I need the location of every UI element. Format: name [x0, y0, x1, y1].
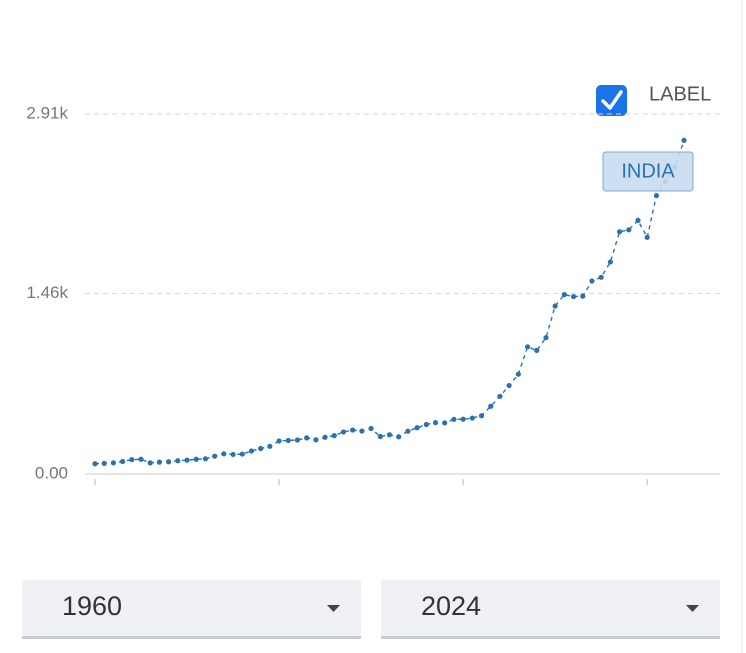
data-point: [626, 227, 632, 233]
data-point: [423, 421, 429, 428]
data-point: [212, 453, 218, 459]
data-point: [110, 460, 117, 466]
data-point: [202, 456, 209, 462]
data-point: [304, 435, 310, 441]
data-point: [221, 451, 227, 457]
checkbox[interactable]: [596, 85, 627, 116]
data-point: [386, 432, 393, 438]
data-point: [607, 259, 613, 265]
data-point: [580, 293, 586, 299]
data-point: [460, 416, 466, 422]
data-point: [92, 461, 98, 467]
data-point: [488, 403, 494, 409]
data-point: [653, 193, 659, 199]
data-point: [506, 382, 512, 389]
data-point: [524, 344, 531, 350]
data-point: [534, 347, 540, 354]
data-point: [561, 292, 567, 298]
end-year-dropdown[interactable]: 2024: [381, 580, 720, 639]
data-point: [258, 445, 264, 452]
data-point: [589, 278, 595, 284]
series-label-box: [602, 151, 694, 192]
series-line: [94, 140, 685, 465]
plot: 0.00 1.46k 2.91k INDIA: [26, 103, 720, 485]
data-point: [156, 459, 163, 465]
data-point: [598, 274, 604, 280]
dropdown-value[interactable]: 1960: [62, 591, 122, 621]
data-point: [340, 429, 347, 435]
dropdown-caret: [327, 605, 340, 612]
data-point: [570, 293, 577, 300]
data-point: [331, 433, 337, 439]
series-label: INDIA: [602, 151, 694, 192]
checkbox-label[interactable]: LABEL: [649, 83, 711, 105]
dropdown-value[interactable]: 2024: [421, 591, 481, 621]
data-point: [129, 457, 135, 463]
label-toggle[interactable]: LABEL: [596, 83, 711, 116]
data-point: [230, 451, 236, 458]
data-point: [120, 458, 126, 465]
data-point: [313, 437, 319, 443]
data-point: [193, 456, 199, 462]
start-year-dropdown[interactable]: 1960: [22, 580, 361, 639]
dropdown-caret: [686, 605, 699, 612]
data-point: [101, 460, 107, 466]
data-point: [147, 460, 153, 466]
data-point: [644, 234, 650, 240]
data-point: [616, 229, 623, 235]
data-point: [267, 443, 273, 449]
data-point: [478, 413, 485, 419]
data-point: [322, 434, 328, 440]
data-point: [405, 428, 411, 434]
data-point: [285, 437, 291, 444]
data-point: [681, 137, 687, 143]
y-tick-label: 1.46k: [26, 283, 68, 302]
data-point: [377, 433, 383, 440]
data-point: [469, 415, 475, 421]
data-point: [294, 437, 301, 443]
y-tick-label: 2.91k: [26, 103, 68, 122]
data-point: [497, 393, 503, 399]
data-point: [368, 425, 374, 432]
data-point: [414, 425, 420, 431]
data-point: [184, 457, 190, 463]
data-point: [175, 458, 181, 464]
data-point: [239, 451, 245, 457]
data-point: [396, 434, 402, 440]
y-tick-label: 0.00: [35, 463, 68, 482]
data-point: [248, 448, 255, 454]
dropdown-box[interactable]: [381, 580, 720, 636]
data-point: [515, 371, 521, 377]
dropdown-box[interactable]: [22, 580, 361, 636]
data-point: [359, 428, 365, 434]
data-point: [451, 416, 457, 422]
data-point: [442, 420, 448, 426]
series-label-text: INDIA: [621, 160, 675, 182]
data-point: [276, 438, 282, 444]
checkmark: [601, 90, 623, 110]
data-point: [432, 420, 439, 426]
data-point: [552, 303, 558, 309]
data-point: [138, 456, 144, 462]
data-point: [543, 335, 549, 341]
data-point: [166, 459, 172, 465]
data-point: [350, 427, 356, 433]
data-point: [635, 217, 641, 223]
